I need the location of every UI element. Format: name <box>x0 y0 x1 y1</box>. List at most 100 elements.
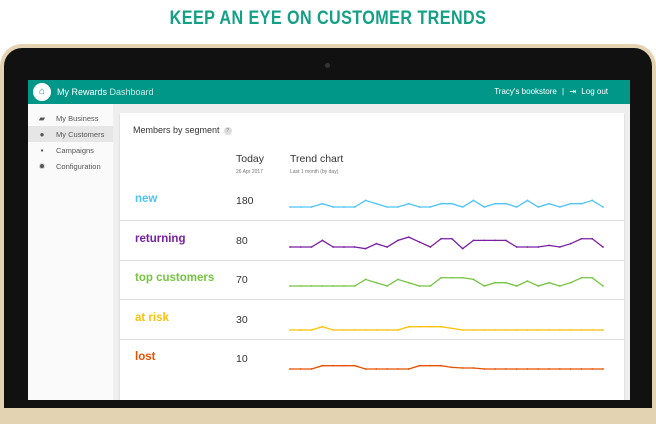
trend-point <box>558 368 561 370</box>
trend-point <box>289 368 291 370</box>
home-logo-icon[interactable]: ⌂ <box>33 83 51 101</box>
trend-point <box>407 202 410 205</box>
trend-point <box>418 325 421 328</box>
segment-count: 180 <box>236 195 254 207</box>
trend-point <box>321 285 324 287</box>
trend-point <box>504 281 507 284</box>
sidebar-item-campaigns[interactable]: ▪ Campaigns <box>28 142 113 158</box>
segment-count: 70 <box>236 274 248 286</box>
trend-point <box>310 328 313 331</box>
trend-point <box>407 281 410 284</box>
trend-point <box>472 199 475 202</box>
trend-point <box>526 328 529 331</box>
trend-point <box>407 368 410 370</box>
trend-point <box>397 368 399 370</box>
sidebar-item-label: Configuration <box>56 161 101 171</box>
trend-point <box>440 202 443 205</box>
logout-icon[interactable]: ⇥ <box>569 87 577 96</box>
trend-point <box>321 239 324 241</box>
trend-point <box>332 206 335 208</box>
trend-sparkline <box>289 276 604 287</box>
trend-point <box>548 281 550 284</box>
trend-point <box>450 202 453 205</box>
trend-point <box>429 206 432 208</box>
camera-icon <box>325 63 330 68</box>
trend-point <box>548 202 550 205</box>
trend-point <box>504 328 507 331</box>
segment-row: at risk 30 <box>120 300 624 340</box>
sidebar-item-label: My Business <box>56 113 99 123</box>
help-icon[interactable]: ? <box>223 126 232 135</box>
trend-point <box>310 206 313 208</box>
trend-point <box>591 237 594 240</box>
trend-point <box>397 239 399 241</box>
trend-point <box>386 328 389 331</box>
trend-point <box>418 240 421 243</box>
trend-point <box>515 206 518 208</box>
briefcase-icon: ▰ <box>38 113 46 123</box>
trend-point <box>310 245 313 248</box>
trend-point <box>515 368 518 370</box>
trend-point <box>494 239 496 241</box>
trend-point <box>602 285 604 287</box>
trend-point <box>591 328 594 331</box>
trend-point <box>472 239 475 241</box>
trend-point <box>440 237 443 240</box>
store-name[interactable]: Tracy's bookstore <box>494 87 557 96</box>
logout-link[interactable]: Log out <box>581 87 608 96</box>
trend-point <box>343 245 345 248</box>
card-title-text: Members by segment <box>133 125 220 135</box>
trend-point <box>407 235 410 238</box>
trend-point <box>483 285 486 287</box>
segment-name[interactable]: at risk <box>135 311 169 324</box>
trend-subtitle: Last 1 month (by day) <box>290 169 339 175</box>
trend-point <box>418 285 421 287</box>
trend-point <box>386 206 389 208</box>
trend-point <box>580 328 583 331</box>
trend-point <box>386 368 389 370</box>
trend-point <box>504 202 507 205</box>
trend-point <box>461 328 464 331</box>
trend-point <box>364 328 367 331</box>
trend-point <box>321 202 324 205</box>
trend-point <box>310 285 313 287</box>
sidebar-item-my-customers[interactable]: ● My Customers <box>28 126 113 142</box>
trend-point <box>558 285 561 287</box>
segment-name[interactable]: new <box>135 193 158 205</box>
trend-point <box>515 245 518 248</box>
trend-point <box>418 364 421 367</box>
trend-point <box>461 276 464 279</box>
chat-icon: ▪ <box>40 145 44 155</box>
trend-point <box>602 206 604 208</box>
sidebar-item-configuration[interactable]: ✹ Configuration <box>28 158 113 174</box>
trend-line <box>290 235 604 249</box>
trend-point <box>429 285 432 287</box>
trend-point <box>343 285 345 287</box>
trend-point <box>591 199 594 202</box>
segment-count: 80 <box>236 234 248 247</box>
trend-point <box>343 206 345 208</box>
trend-point <box>548 328 550 331</box>
trend-header: Trend chart <box>290 153 344 165</box>
trend-point <box>558 206 561 208</box>
segment-name[interactable]: top customers <box>135 272 215 284</box>
sidebar-item-my-business[interactable]: ▰ My Business <box>28 110 113 126</box>
trend-point <box>429 364 432 367</box>
trend-point <box>515 285 518 287</box>
segment-row: lost 10 <box>120 339 624 379</box>
sidebar: ▰ My Business ● My Customers ▪ Campaigns ✹ C… <box>28 104 113 400</box>
trend-point <box>602 368 604 370</box>
trend-sparkline <box>289 199 604 208</box>
trend-point <box>397 206 399 208</box>
trend-point <box>450 326 453 329</box>
trend-point <box>386 245 389 248</box>
trend-point <box>364 368 367 370</box>
segment-name[interactable]: lost <box>135 351 156 363</box>
segment-name[interactable]: returning <box>135 232 186 245</box>
trend-point <box>299 368 302 370</box>
trend-point <box>353 245 356 248</box>
trend-point <box>407 325 410 328</box>
trend-sparkline <box>289 325 604 331</box>
segment-row: new 180 <box>120 181 624 221</box>
trend-point <box>289 206 291 208</box>
